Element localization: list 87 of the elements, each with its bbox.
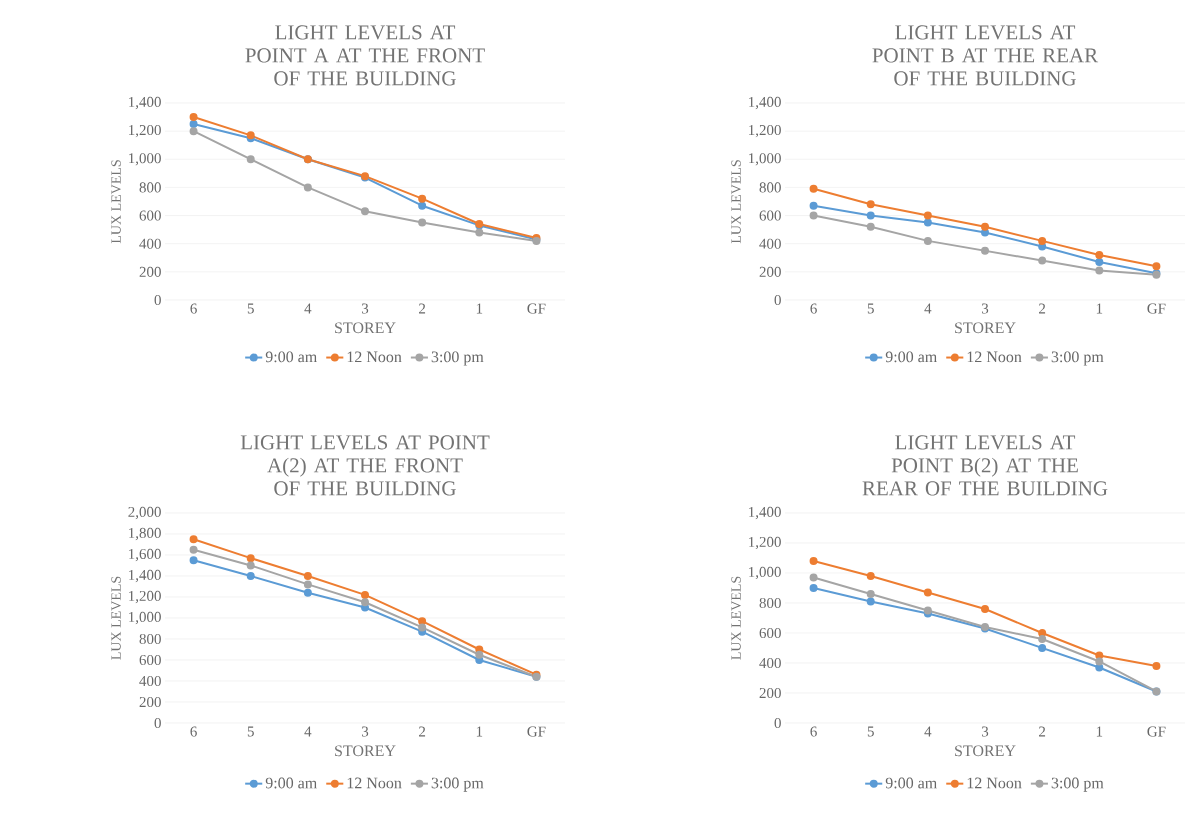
- y-axis-title: LUX LEVELS: [111, 576, 121, 660]
- chart-title: LIGHT LEVELS AT POINT A(2) AT THE FRONT OF THE BUILDING: [240, 435, 490, 496]
- y-axis-title: LUX LEVELS: [111, 160, 121, 244]
- y-tick-label: 1,200: [749, 124, 781, 138]
- y-tick-label: 600: [139, 654, 161, 666]
- y-tick-label: 1,400: [129, 96, 161, 110]
- y-tick-label: 200: [139, 266, 161, 277]
- y-tick-label: 600: [139, 210, 161, 221]
- x-tick-label: 5: [247, 303, 254, 314]
- x-tick-label: 5: [867, 303, 874, 314]
- x-tick-label: GF: [1147, 303, 1166, 314]
- x-axis-title: STOREY: [335, 322, 396, 334]
- y-tick-label: 800: [139, 182, 161, 193]
- legend-label: 12 Noon: [347, 351, 402, 363]
- x-tick-label: 6: [810, 303, 817, 314]
- y-tick-label: 400: [139, 238, 161, 249]
- x-tick-label: 1: [1096, 303, 1103, 314]
- x-axis-title: STOREY: [955, 322, 1016, 334]
- y-tick-label: 1,000: [129, 153, 161, 166]
- x-tick-label: 4: [924, 726, 932, 737]
- y-tick-label: 0: [774, 717, 781, 729]
- x-tick-label: 6: [190, 726, 197, 737]
- y-tick-label: 0: [154, 717, 161, 729]
- x-tick-label: 2: [1039, 726, 1046, 737]
- y-tick-label: 2,000: [128, 506, 161, 520]
- y-tick-label: 800: [139, 633, 161, 645]
- legend-label: 3:00 pm: [431, 777, 484, 792]
- chart-title: LIGHT LEVELS AT POINT B AT THE REAR OF THE BUILDING: [872, 25, 1099, 86]
- x-tick-label: GF: [527, 726, 546, 737]
- legend-label: 12 Noon: [967, 351, 1022, 363]
- y-tick-label: 800: [759, 182, 781, 193]
- legend-label: 9:00 am: [885, 777, 937, 789]
- y-tick-label: 600: [759, 210, 781, 221]
- x-tick-label: 3: [981, 726, 989, 737]
- legend-label: 3:00 pm: [1051, 777, 1104, 792]
- x-tick-label: 2: [1039, 303, 1046, 314]
- x-tick-label: 3: [361, 303, 369, 314]
- x-tick-label: 5: [867, 726, 874, 737]
- legend-label: 3:00 pm: [1051, 351, 1104, 366]
- x-tick-label: 2: [419, 726, 426, 737]
- y-tick-label: 1,800: [129, 527, 161, 541]
- y-tick-label: 1,400: [749, 96, 781, 110]
- y-tick-label: 0: [774, 294, 781, 306]
- y-tick-label: 200: [139, 696, 161, 708]
- x-tick-label: 4: [924, 303, 932, 314]
- x-tick-label: 1: [1096, 726, 1103, 737]
- legend-label: 12 Noon: [967, 777, 1022, 789]
- y-tick-label: 1,400: [129, 569, 161, 583]
- legend-label: 3:00 pm: [431, 351, 484, 366]
- y-tick-label: 1,200: [129, 590, 161, 604]
- y-axis-title: LUX LEVELS: [731, 160, 741, 244]
- x-tick-label: 5: [247, 726, 254, 737]
- x-tick-label: 1: [476, 303, 483, 314]
- x-tick-label: 1: [476, 726, 483, 737]
- y-tick-label: 1,600: [129, 548, 161, 562]
- y-tick-label: 1,400: [749, 506, 781, 520]
- legend-label: 12 Noon: [347, 777, 402, 789]
- y-tick-label: 1,000: [749, 153, 781, 166]
- legend-label: 9:00 am: [265, 777, 317, 789]
- x-tick-label: 6: [810, 726, 817, 737]
- x-tick-label: 4: [304, 303, 312, 314]
- y-tick-label: 1,200: [129, 124, 161, 138]
- y-tick-label: 400: [139, 675, 161, 687]
- y-tick-label: 200: [759, 687, 781, 699]
- chart-title: LIGHT LEVELS AT POINT A AT THE FRONT OF THE BUILDING: [245, 25, 485, 86]
- y-tick-label: 600: [759, 627, 781, 639]
- x-tick-label: 3: [981, 303, 989, 314]
- x-tick-label: 4: [304, 726, 312, 737]
- y-tick-label: 400: [759, 657, 781, 669]
- x-tick-label: GF: [1147, 726, 1166, 737]
- y-axis-title: LUX LEVELS: [731, 576, 741, 660]
- x-axis-title: STOREY: [955, 745, 1016, 757]
- x-tick-label: 3: [361, 726, 369, 737]
- x-tick-label: GF: [527, 303, 546, 314]
- chart-title: LIGHT LEVELS AT POINT B(2) AT THE REAR OF THE BUILDING: [862, 435, 1108, 496]
- y-tick-label: 1,000: [129, 611, 161, 625]
- x-axis-title: STOREY: [335, 745, 396, 757]
- legend-label: 9:00 am: [885, 351, 937, 363]
- y-tick-label: 800: [759, 597, 781, 609]
- x-tick-label: 6: [190, 303, 197, 314]
- y-tick-label: 0: [154, 294, 161, 306]
- y-tick-label: 1,200: [749, 536, 781, 550]
- x-tick-label: 2: [419, 303, 426, 314]
- y-tick-label: 200: [759, 266, 781, 277]
- legend-label: 9:00 am: [265, 351, 317, 363]
- y-tick-label: 1,000: [749, 566, 781, 580]
- y-tick-label: 400: [759, 238, 781, 249]
